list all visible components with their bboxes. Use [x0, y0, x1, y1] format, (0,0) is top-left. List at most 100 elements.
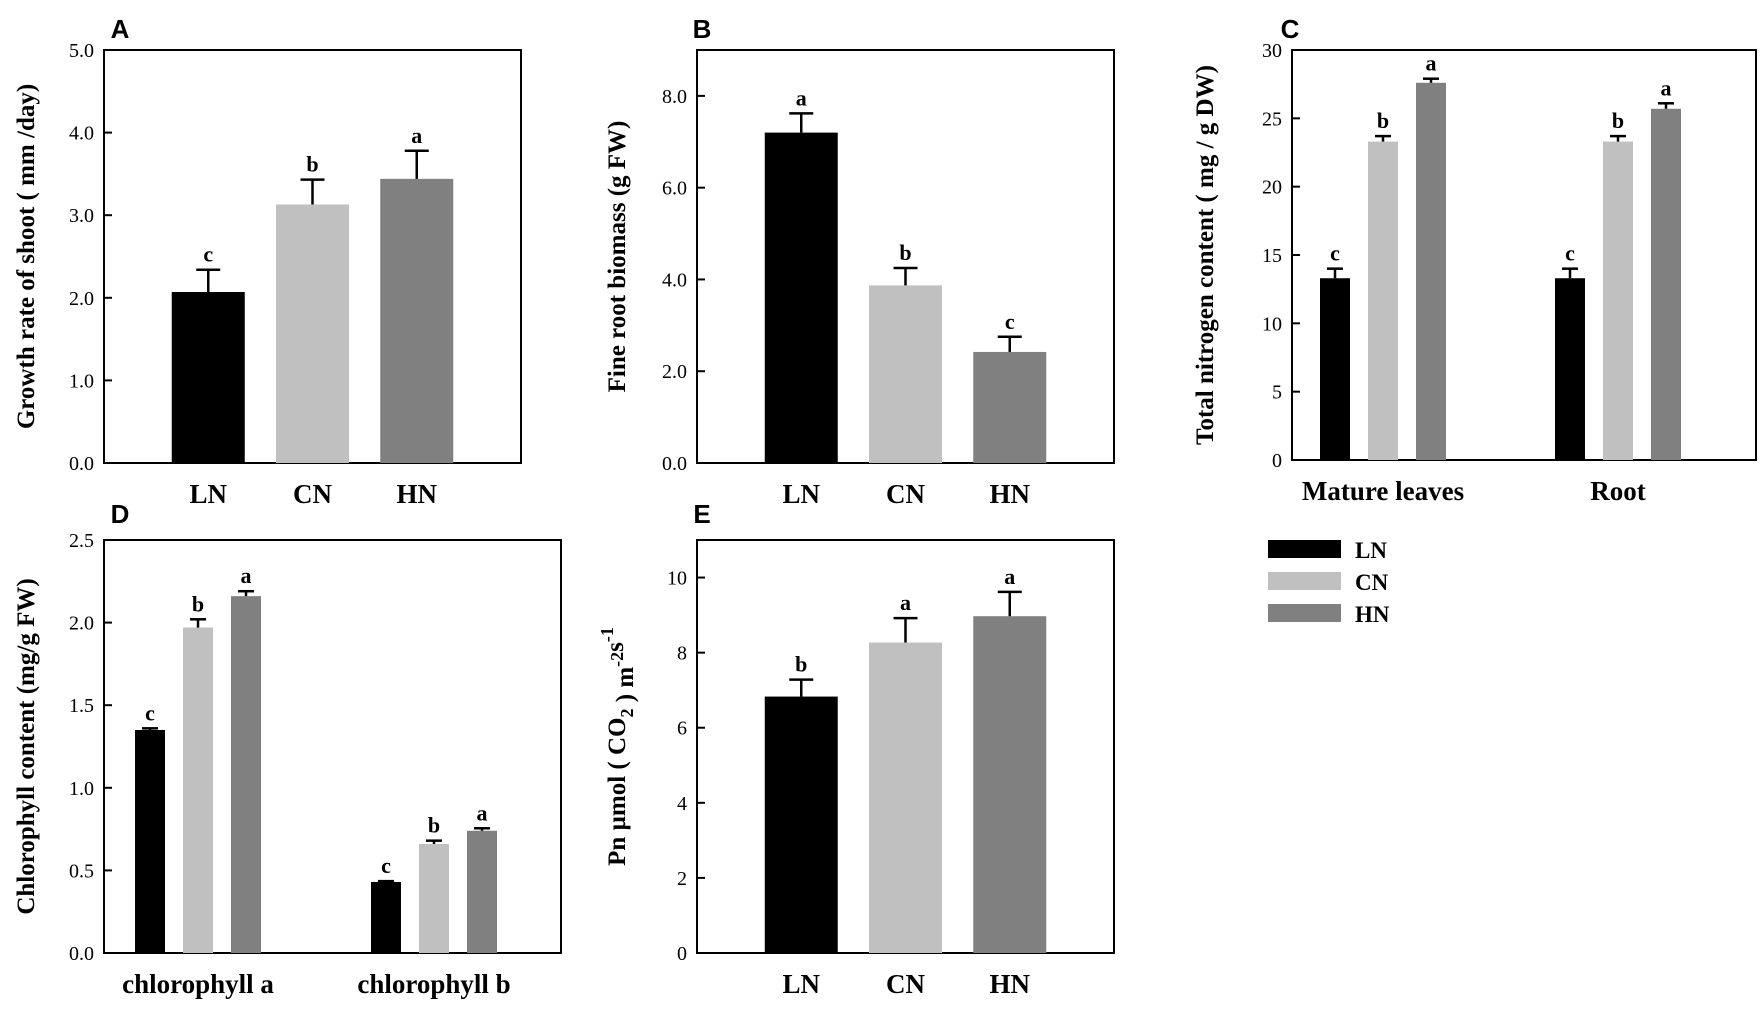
x-category-label: CN [886, 479, 925, 509]
bar-ln [764, 696, 838, 953]
panel-letter: A [111, 14, 130, 44]
bar-hn [380, 178, 454, 463]
significance-label: c [1005, 309, 1015, 334]
significance-label: c [1565, 241, 1575, 266]
y-tick-label: 0 [677, 943, 687, 965]
bar-ln [135, 729, 165, 953]
significance-label: b [795, 652, 807, 677]
y-tick-label: 2.0 [69, 613, 94, 635]
y-axis-title: Pn µmol ( CO2 ) m-2s-1 [597, 627, 639, 866]
legend-swatch-cn [1268, 572, 1341, 590]
significance-label: a [796, 85, 807, 110]
y-axis-title: Growth rate of shoot ( mm /day) [13, 84, 40, 429]
legend-swatch-hn [1268, 604, 1341, 622]
y-tick-label: 4.0 [662, 269, 687, 291]
panel-c: C 0 5 10 15 20 25 30 Total nitrogen content ( mg… [1192, 14, 1757, 506]
y-tick-label: 2.0 [69, 288, 94, 310]
bar-hn [467, 830, 497, 953]
y-tick-label: 15 [1262, 245, 1282, 267]
y-axis-title-part: -1 [597, 627, 617, 642]
y-tick-label: 0 [1272, 450, 1282, 472]
y-tick-label: 0.0 [662, 453, 687, 475]
y-axis-title-part: s [602, 642, 629, 652]
y-tick-label: 2 [677, 868, 687, 890]
y-tick-label: 5 [1272, 382, 1282, 404]
x-category-label: LN [189, 479, 227, 509]
y-tick-label: 4 [677, 793, 687, 815]
x-group-label: Mature leaves [1302, 476, 1464, 506]
significance-label: b [1377, 108, 1389, 133]
x-category-label: LN [782, 969, 820, 999]
significance-label: b [306, 152, 318, 177]
bar-ln [1555, 278, 1585, 460]
y-tick-label: 8.0 [662, 86, 687, 108]
y-tick-label: 5.0 [69, 40, 94, 62]
y-tick-label: 0.0 [69, 453, 94, 475]
y-tick-label: 4.0 [69, 123, 94, 145]
bar-ln [1320, 278, 1350, 460]
panel-a: A 0.0 1.0 2.0 3.0 4.0 5.0 Growth rate of shoot … [13, 14, 522, 509]
y-tick-label: 6 [677, 718, 687, 740]
bar-cn [419, 843, 449, 953]
y-axis-title-part: 2 [617, 708, 637, 717]
plot-frame [103, 539, 562, 954]
y-axis-title: Chlorophyll content (mg/g FW) [13, 578, 40, 914]
y-axis-title: Total nitrogen content ( mg / g DW) [1192, 65, 1219, 445]
bar-cn [1603, 141, 1633, 461]
y-axis-title-part: Pn µmol ( CO [604, 717, 631, 865]
x-category-label: HN [990, 479, 1031, 509]
panel-letter: B [693, 14, 712, 44]
x-group-label: chlorophyll b [357, 969, 510, 999]
bar-cn [869, 285, 942, 463]
bar-hn [1416, 82, 1446, 461]
y-tick-label: 10 [1262, 313, 1282, 335]
significance-label: a [1661, 75, 1672, 100]
significance-label: a [1004, 564, 1015, 589]
panel-b: B 0.0 2.0 4.0 6.0 8.0 Fine root biomass (g FW)… [604, 14, 1115, 509]
legend-swatch-ln [1268, 540, 1341, 558]
significance-label: b [1612, 108, 1624, 133]
legend-label-ln: LN [1355, 538, 1387, 563]
significance-label: a [900, 590, 911, 615]
y-tick-label: 2.0 [662, 361, 687, 383]
x-group-label: Root [1590, 476, 1646, 506]
y-tick-label: 30 [1262, 40, 1282, 62]
y-axis-title: Fine root biomass (g FW) [604, 121, 631, 393]
y-tick-label: 25 [1262, 108, 1282, 130]
y-tick-label: 0.5 [69, 860, 94, 882]
x-category-label: HN [990, 969, 1031, 999]
y-tick-label: 0.0 [69, 943, 94, 965]
significance-label: b [192, 591, 204, 616]
x-category-label: LN [782, 479, 820, 509]
significance-label: c [381, 853, 391, 878]
bar-cn [1368, 141, 1398, 461]
x-group-label: chlorophyll a [122, 969, 274, 999]
bar-cn [276, 204, 349, 463]
significance-label: c [203, 242, 213, 267]
panel-letter: C [1281, 14, 1300, 44]
bar-cn [183, 627, 213, 953]
bar-ln [171, 292, 245, 463]
x-category-label: CN [886, 969, 925, 999]
bar-ln [371, 881, 401, 953]
x-category-label: CN [293, 479, 332, 509]
panel-letter: D [111, 499, 130, 529]
legend-label-hn: HN [1355, 602, 1390, 627]
y-tick-label: 20 [1262, 177, 1282, 199]
bar-hn [1651, 108, 1681, 461]
significance-label: a [411, 123, 422, 148]
y-axis-title-part: -2 [607, 652, 627, 667]
significance-label: a [241, 563, 252, 588]
panel-letter: E [693, 499, 710, 529]
significance-label: c [1330, 241, 1340, 266]
significance-label: b [428, 813, 440, 838]
bar-ln [764, 132, 838, 463]
significance-label: c [145, 700, 155, 725]
y-tick-label: 1.0 [69, 370, 94, 392]
legend: LN CN HN [1268, 538, 1390, 627]
significance-label: a [1426, 51, 1437, 76]
y-tick-label: 8 [677, 643, 687, 665]
bar-hn [973, 616, 1047, 953]
